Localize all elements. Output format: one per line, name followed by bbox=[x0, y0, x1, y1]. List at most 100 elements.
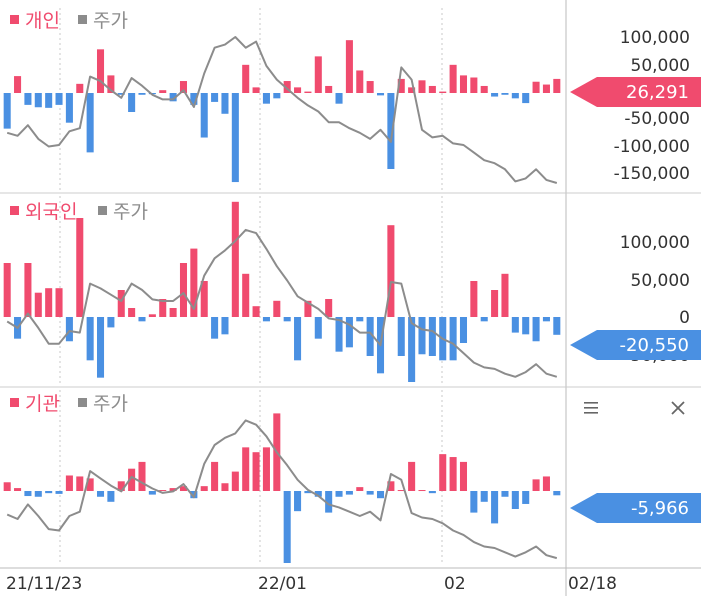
bar bbox=[491, 491, 499, 524]
bar bbox=[283, 491, 291, 563]
bar bbox=[397, 317, 405, 356]
bar bbox=[14, 488, 22, 491]
panel-3-plot bbox=[3, 390, 561, 565]
bar bbox=[366, 491, 374, 495]
bar bbox=[3, 263, 11, 317]
bar bbox=[159, 90, 167, 93]
legend-swatch-price bbox=[78, 398, 87, 407]
y-tick-label: 50,000 bbox=[631, 56, 690, 76]
bar bbox=[211, 317, 219, 339]
bar bbox=[522, 93, 530, 104]
bar bbox=[511, 93, 519, 99]
bar bbox=[169, 488, 177, 491]
legend-swatch-price bbox=[78, 15, 87, 24]
current-value-badge: 26,291 bbox=[570, 77, 701, 107]
bar bbox=[252, 87, 260, 93]
bar bbox=[55, 93, 63, 105]
bar bbox=[24, 491, 32, 497]
legend-swatch-institution bbox=[10, 398, 19, 407]
bar bbox=[294, 317, 302, 361]
bar bbox=[169, 308, 177, 317]
bar bbox=[200, 281, 208, 317]
bar bbox=[449, 317, 457, 361]
bar bbox=[242, 64, 250, 93]
bar bbox=[200, 486, 208, 491]
bar bbox=[96, 491, 105, 497]
bar bbox=[345, 491, 353, 495]
bar bbox=[553, 491, 561, 496]
bar bbox=[294, 491, 302, 512]
bar bbox=[107, 75, 115, 93]
bar bbox=[148, 491, 156, 495]
bar bbox=[65, 317, 73, 342]
y-tick-label: 50,000 bbox=[631, 271, 690, 291]
bar bbox=[294, 87, 302, 93]
hamburger-menu-icon[interactable] bbox=[584, 402, 598, 414]
bar bbox=[387, 225, 395, 317]
bar bbox=[34, 93, 42, 108]
bar bbox=[283, 317, 291, 322]
bar bbox=[314, 317, 322, 339]
bar bbox=[449, 64, 457, 93]
x-axis-label: 02/18 bbox=[568, 574, 617, 594]
bar bbox=[439, 91, 447, 93]
bar bbox=[459, 317, 468, 343]
bar bbox=[304, 300, 312, 317]
bar bbox=[159, 299, 167, 317]
bar bbox=[34, 292, 42, 317]
bar bbox=[86, 478, 94, 491]
x-axis-label: 21/11/23 bbox=[6, 574, 82, 594]
bar bbox=[439, 454, 447, 491]
bar bbox=[397, 490, 405, 492]
y-tick-label: 100,000 bbox=[620, 28, 690, 48]
price-line bbox=[6, 419, 558, 560]
bar bbox=[325, 85, 333, 93]
bar bbox=[179, 486, 188, 491]
bar bbox=[221, 483, 229, 491]
close-icon[interactable] bbox=[671, 401, 685, 415]
current-value-badge-shape bbox=[570, 77, 701, 107]
bar bbox=[107, 317, 115, 328]
panel-2-plot bbox=[3, 196, 561, 384]
bar bbox=[418, 80, 426, 93]
bar bbox=[242, 447, 250, 491]
bar bbox=[397, 78, 405, 93]
bar bbox=[335, 317, 343, 352]
bar bbox=[387, 93, 395, 169]
bar bbox=[376, 93, 385, 96]
bar bbox=[491, 93, 499, 97]
legend-label-foreign: 외국인 bbox=[25, 201, 77, 223]
bar bbox=[128, 93, 136, 112]
bar bbox=[252, 452, 260, 491]
bar bbox=[459, 461, 468, 491]
bar bbox=[14, 76, 22, 93]
bar bbox=[532, 81, 540, 93]
bar bbox=[65, 475, 73, 491]
price-line bbox=[6, 36, 558, 184]
bar bbox=[262, 317, 270, 322]
bar bbox=[24, 93, 32, 105]
bar bbox=[221, 317, 229, 335]
current-value-text: 26,291 bbox=[626, 82, 689, 103]
bar bbox=[522, 491, 530, 504]
bar bbox=[356, 70, 364, 93]
bar bbox=[96, 317, 105, 378]
bar bbox=[211, 461, 219, 491]
current-value-badge-shape bbox=[570, 493, 701, 523]
bar bbox=[470, 491, 478, 513]
bar bbox=[480, 491, 488, 502]
x-axis-label: 02 bbox=[444, 574, 466, 594]
bar bbox=[501, 273, 509, 317]
bar bbox=[408, 461, 416, 491]
bar bbox=[117, 481, 125, 491]
legend-label-price: 주가 bbox=[93, 10, 128, 32]
bar bbox=[418, 490, 426, 492]
bar bbox=[304, 491, 312, 494]
legend-label-individual: 개인 bbox=[25, 10, 60, 32]
bar bbox=[179, 263, 188, 317]
bar bbox=[480, 85, 488, 93]
bar bbox=[273, 93, 281, 99]
bar bbox=[366, 317, 374, 356]
legend-label-price: 주가 bbox=[93, 393, 128, 415]
